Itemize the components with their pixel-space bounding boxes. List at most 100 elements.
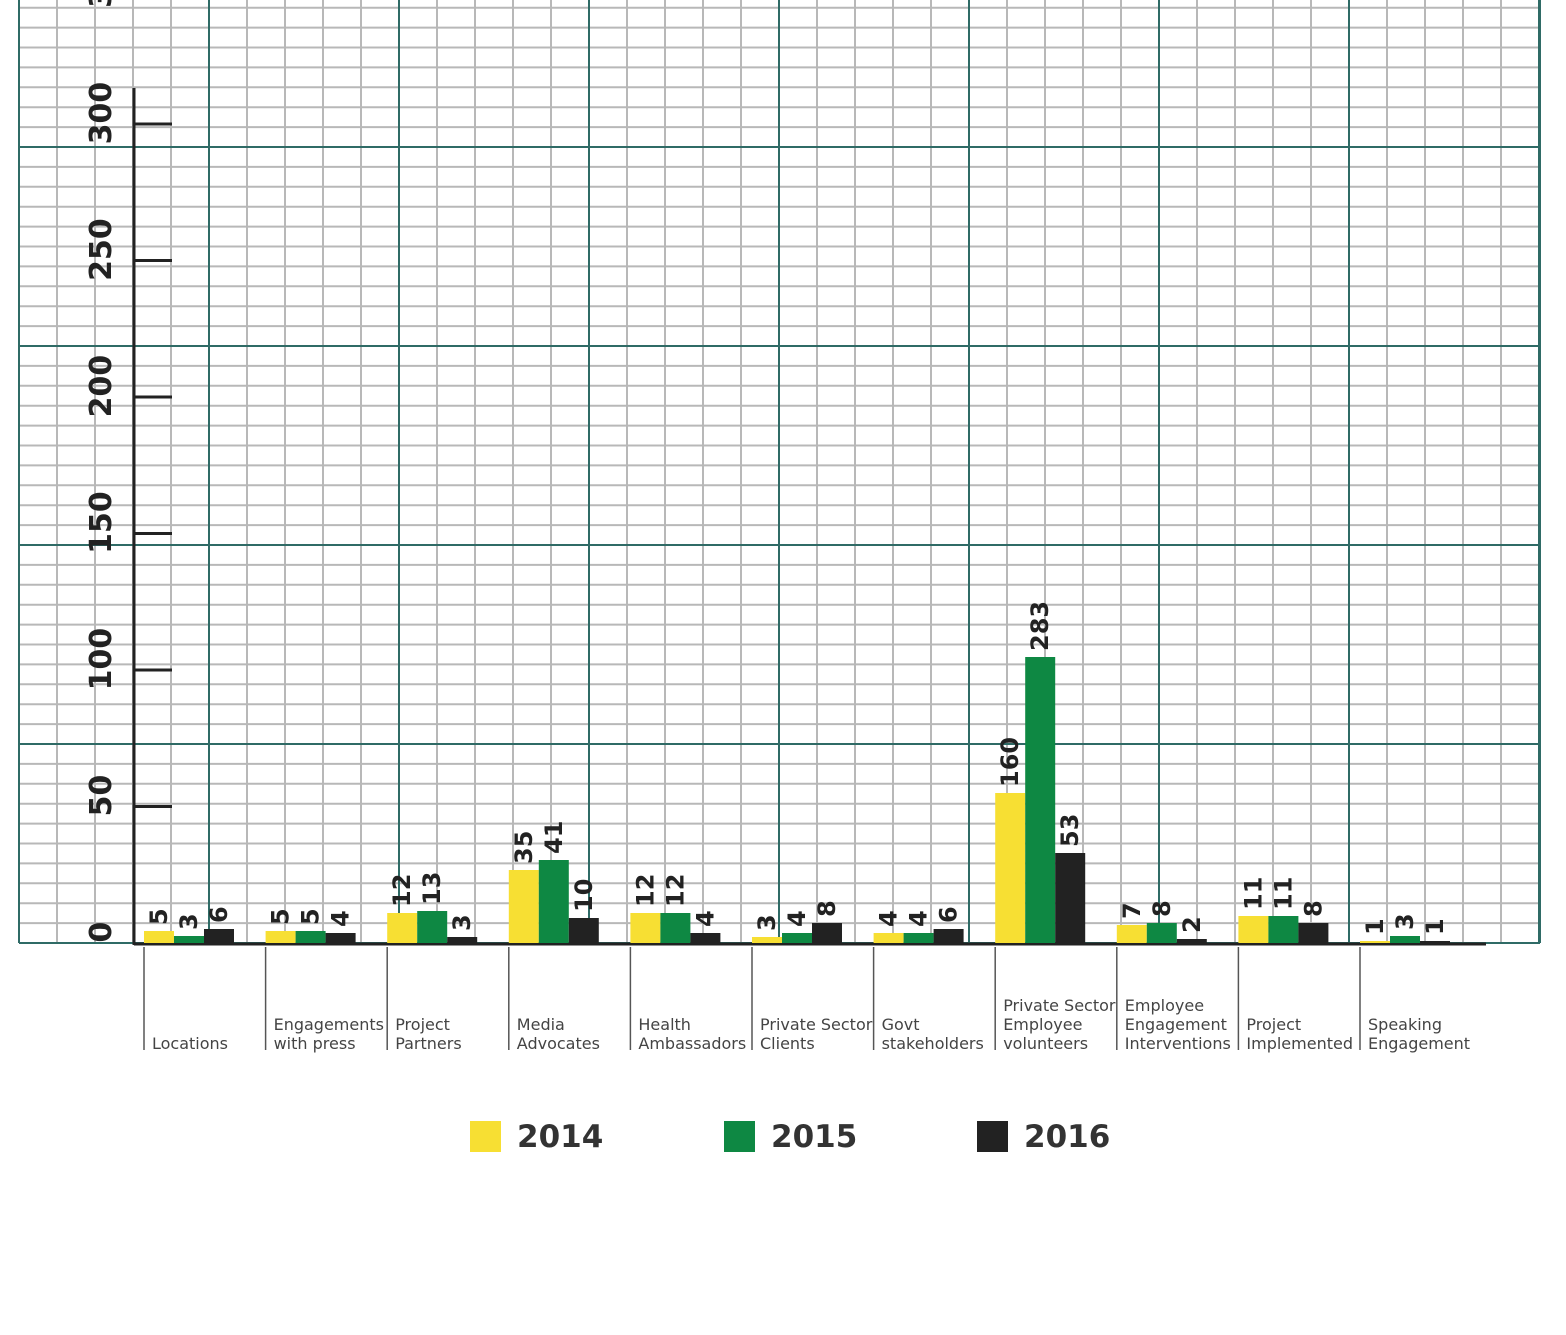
data-label: 10 xyxy=(570,879,598,912)
y-tick-label: 200 xyxy=(84,355,119,418)
bar-2016 xyxy=(204,929,234,943)
category-label: Govt xyxy=(882,1015,920,1034)
category-label: Interventions xyxy=(1125,1034,1231,1053)
bar-2014 xyxy=(1116,925,1147,943)
bars xyxy=(144,657,1450,943)
bar-2015 xyxy=(1025,657,1056,943)
category-label: stakeholders xyxy=(882,1034,984,1053)
data-label: 4 xyxy=(905,910,933,927)
legend: 2014 2015 2016 xyxy=(470,1119,1110,1155)
bar-2015 xyxy=(1390,936,1420,943)
category-label: Project xyxy=(1246,1015,1301,1034)
y-tick-label: 350 xyxy=(84,0,119,8)
bar-2015 xyxy=(903,933,934,943)
y-tick-label: 150 xyxy=(84,491,119,554)
bar-2015 xyxy=(1146,923,1177,943)
y-tick-label: 250 xyxy=(84,218,119,281)
y-tick-label: 0 xyxy=(84,922,119,943)
bar-2016 xyxy=(1298,923,1329,943)
bar-2014 xyxy=(387,913,418,943)
data-label: 5 xyxy=(297,908,325,925)
bar-2014 xyxy=(995,793,1026,943)
category-label: Media xyxy=(517,1015,565,1034)
bar-2016 xyxy=(447,937,478,943)
bar-2014 xyxy=(265,931,296,943)
bar-2016 xyxy=(812,923,842,943)
category-label: Clients xyxy=(760,1034,815,1053)
axes: 0 50 100 150 200 250 300 350 xyxy=(84,0,1486,946)
data-label: 1 xyxy=(1421,918,1449,935)
bar-2015 xyxy=(417,911,448,943)
category-label: Employee xyxy=(1125,996,1204,1015)
bar-2016 xyxy=(1420,941,1450,943)
data-label: 4 xyxy=(783,910,811,927)
bar-2016 xyxy=(933,929,964,943)
data-label: 5 xyxy=(145,908,173,925)
legend-swatch-2014 xyxy=(470,1121,501,1152)
bar-2016 xyxy=(325,933,356,943)
data-label: 7 xyxy=(1118,902,1146,919)
data-label: 11 xyxy=(1239,877,1267,910)
category-label: volunteers xyxy=(1003,1034,1088,1053)
bar-2014 xyxy=(630,913,661,943)
category-label: Ambassadors xyxy=(638,1034,746,1053)
bar-2014 xyxy=(1238,916,1269,943)
data-label: 8 xyxy=(1299,900,1327,917)
category-label: Partners xyxy=(395,1034,461,1053)
data-label: 3 xyxy=(175,913,203,930)
bar-2015 xyxy=(538,860,569,943)
category-label: Implemented xyxy=(1246,1034,1353,1053)
bar-2016 xyxy=(1055,853,1086,943)
data-label: 5 xyxy=(267,908,295,925)
bar-2015 xyxy=(660,913,691,943)
category-label: Engagements xyxy=(274,1015,384,1034)
data-label: 8 xyxy=(1148,900,1176,917)
category-label: with press xyxy=(274,1034,356,1053)
data-label: 4 xyxy=(691,910,719,927)
legend-swatch-2015 xyxy=(724,1121,755,1152)
data-label: 3 xyxy=(448,914,476,931)
bar-2016 xyxy=(1176,939,1207,943)
bar-2015 xyxy=(1268,916,1299,943)
y-tick-label: 100 xyxy=(84,628,119,691)
data-label: 12 xyxy=(388,874,416,907)
bar-2016 xyxy=(568,918,599,943)
data-label: 6 xyxy=(205,906,233,923)
bar-2014 xyxy=(508,870,539,943)
data-label: 160 xyxy=(996,737,1024,787)
y-tick-label: 300 xyxy=(84,82,119,145)
data-label: 4 xyxy=(875,910,903,927)
data-label: 283 xyxy=(1026,601,1054,651)
legend-label: 2016 xyxy=(1024,1119,1110,1155)
data-label: 8 xyxy=(813,900,841,917)
data-label: 4 xyxy=(327,910,355,927)
category-label: Speaking xyxy=(1368,1015,1442,1034)
category-label: Employee xyxy=(1003,1015,1082,1034)
bar-2016 xyxy=(690,933,721,943)
legend-swatch-2016 xyxy=(977,1121,1008,1152)
data-label: 13 xyxy=(418,872,446,905)
bar-2014 xyxy=(1360,941,1390,943)
bar-2015 xyxy=(174,936,204,943)
data-label: 35 xyxy=(510,831,538,864)
data-label: 2 xyxy=(1178,916,1206,933)
data-label: 12 xyxy=(661,874,689,907)
data-label: 12 xyxy=(631,874,659,907)
data-label: 1 xyxy=(1361,918,1389,935)
category-label: Private Sector xyxy=(1003,996,1116,1015)
bar-2014 xyxy=(752,937,782,943)
category-label: Locations xyxy=(152,1034,228,1053)
bar-2015 xyxy=(295,931,326,943)
bar-2014 xyxy=(144,931,174,943)
category-label: Advocates xyxy=(517,1034,600,1053)
legend-label: 2015 xyxy=(771,1119,857,1155)
category-label: Private Sector xyxy=(760,1015,873,1034)
category-label: Health xyxy=(638,1015,691,1034)
category-label: Project xyxy=(395,1015,450,1034)
legend-label: 2014 xyxy=(517,1119,603,1155)
data-label: 6 xyxy=(935,906,963,923)
grid xyxy=(18,0,1541,944)
